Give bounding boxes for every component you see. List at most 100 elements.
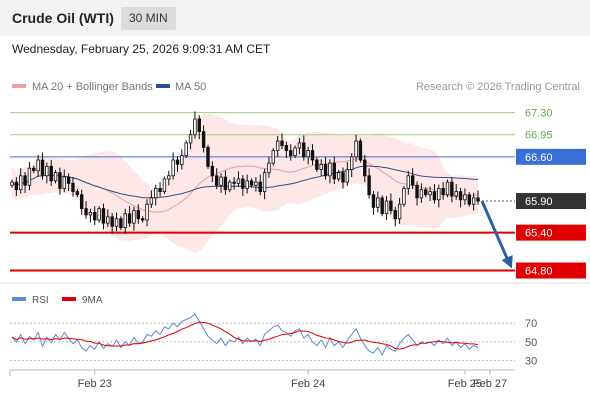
candle-body-6	[36, 159, 40, 172]
level-box-3	[516, 193, 586, 210]
ma50-line	[11, 165, 479, 199]
candle-body-36	[167, 175, 171, 180]
candle-body-76	[341, 172, 345, 183]
candle-body-9	[49, 165, 53, 182]
candle-body-81	[363, 159, 367, 177]
candle-body-4	[27, 167, 32, 186]
candle-body-102	[454, 191, 458, 197]
candle-body-32	[149, 197, 154, 205]
candle-body-25	[119, 218, 123, 228]
candle-body-73	[328, 162, 332, 177]
legend-swatch-rsi	[12, 297, 26, 301]
candle-body-82	[367, 175, 371, 196]
candle-body-47	[214, 175, 219, 186]
candle-body-15	[75, 191, 80, 196]
candle-body-106	[471, 197, 476, 205]
candle-body-58	[262, 172, 267, 192]
candle-body-91	[406, 175, 411, 189]
candle-body-66	[297, 142, 302, 149]
rsi-chart: 70 50 30	[10, 313, 537, 368]
candle-body-69	[310, 150, 315, 161]
candle-body-98	[437, 188, 441, 201]
level-box-2	[516, 148, 586, 165]
forecast-arrow-head	[501, 255, 513, 269]
candle-body-107	[476, 197, 480, 202]
candle-body-7	[40, 159, 45, 177]
candle-body-27	[127, 213, 132, 224]
candle-body-56	[254, 181, 258, 186]
level-box-5	[516, 262, 586, 279]
legend-label-ma50: MA 50	[175, 81, 206, 93]
level-label-1: 66.95	[525, 130, 553, 142]
candle-body-33	[154, 188, 158, 199]
legend-swatch-rsi-ma	[62, 297, 76, 301]
candle-body-97	[432, 191, 437, 201]
candle-body-2	[19, 175, 23, 191]
candle-body-99	[441, 188, 445, 196]
candle-body-45	[206, 146, 210, 167]
candle-body-93	[415, 184, 419, 199]
level-box-4	[516, 224, 586, 241]
level-label-2: 66.60	[525, 152, 553, 164]
candle-body-78	[349, 156, 354, 170]
candle-body-46	[210, 165, 215, 177]
candle-body-22	[106, 216, 110, 224]
candle-body-23	[110, 216, 114, 227]
candle-body-42	[193, 118, 197, 136]
candle-body-65	[293, 147, 297, 156]
candle-body-51	[232, 181, 236, 184]
candle-body-40	[184, 142, 188, 156]
legend-swatch-ma50	[156, 84, 170, 88]
candle-body-8	[45, 165, 49, 177]
candle-body-10	[53, 172, 58, 182]
candle-body-38	[175, 159, 180, 165]
instrument-title: Crude Oil (WTI)	[12, 10, 114, 26]
candle-body-12	[62, 176, 66, 189]
candle-body-44	[201, 131, 206, 148]
candle-body-95	[424, 189, 428, 196]
candle-body-39	[180, 155, 184, 165]
candle-body-13	[66, 176, 71, 184]
time-tick-label-1: Feb 24	[291, 378, 325, 390]
rsi-tick-label-1: 50	[525, 337, 537, 349]
rsi-ma-line	[11, 321, 479, 350]
candle-body-59	[267, 162, 271, 174]
candle-body-96	[428, 191, 432, 196]
candle-body-31	[145, 203, 149, 221]
legend-swatch-ma20	[12, 84, 26, 88]
legend-label-ma20: MA 20 + Bollinger Bands	[32, 81, 153, 93]
candle-body-48	[219, 176, 223, 186]
candle-body-18	[88, 212, 93, 216]
candle-body-103	[458, 191, 463, 201]
level-label-5: 64.80	[525, 266, 553, 278]
time-tick-label-3: Feb 27	[473, 378, 507, 390]
time-tick-label-2: Feb 25	[448, 378, 482, 390]
candle-body-86	[384, 200, 389, 215]
candle-body-43	[197, 118, 201, 132]
candle-body-90	[402, 188, 406, 205]
candle-body-50	[228, 181, 232, 191]
candle-body-61	[275, 140, 280, 151]
candle-body-74	[332, 162, 336, 180]
level-label-0: 67.30	[525, 108, 553, 120]
candle-body-94	[419, 189, 424, 199]
candle-body-55	[249, 180, 254, 186]
candle-body-19	[93, 212, 97, 221]
candle-body-75	[336, 172, 341, 180]
candle-body-17	[84, 208, 88, 216]
candle-body-104	[463, 194, 467, 201]
candle-body-87	[389, 200, 393, 211]
candle-body-52	[236, 178, 241, 184]
candle-body-62	[280, 140, 284, 146]
candle-body-20	[97, 208, 101, 221]
candle-body-68	[306, 150, 310, 158]
candle-body-77	[345, 169, 350, 183]
candle-body-49	[223, 176, 228, 191]
timeframe-badge[interactable]: 30 MIN	[121, 7, 176, 30]
candle-body-57	[258, 181, 262, 192]
candle-body-83	[371, 194, 376, 208]
candle-body-88	[393, 210, 397, 220]
candle-body-5	[32, 167, 36, 172]
candle-body-16	[79, 194, 84, 210]
candle-body-53	[241, 178, 245, 189]
